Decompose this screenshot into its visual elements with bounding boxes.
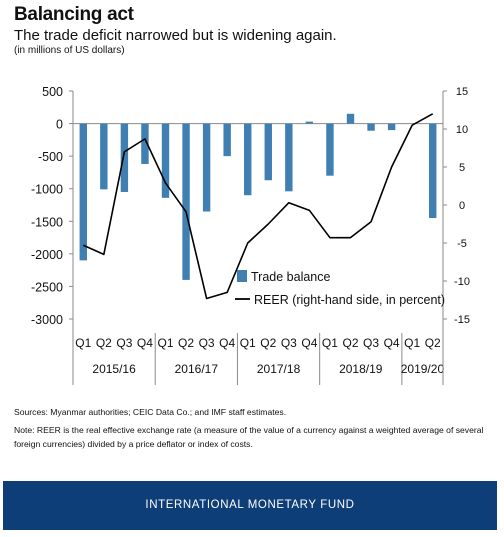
y-left-tick-label: -2000 — [31, 248, 63, 262]
x-tick-label: Q3 — [116, 336, 132, 350]
y-right-tick-label: 5 — [459, 162, 465, 174]
x-tick-label: Q2 — [260, 336, 276, 350]
trade-balance-bar — [367, 123, 375, 131]
trade-balance-bar — [387, 123, 396, 131]
x-year-label: 2016/17 — [175, 362, 219, 376]
trade-balance-bar — [79, 123, 87, 261]
trade-balance-bar — [202, 123, 211, 212]
x-tick-label: Q1 — [157, 336, 173, 350]
x-tick-label: Q2 — [342, 336, 358, 350]
trade-balance-bar — [264, 123, 272, 181]
x-tick-label: Q1 — [75, 336, 91, 350]
x-tick-label: Q2 — [96, 336, 112, 350]
y-right-tick-label: 10 — [456, 124, 468, 136]
y-right-tick-label: 0 — [459, 200, 465, 212]
y-left-tick-label: 0 — [56, 118, 63, 132]
x-tick-label: Q3 — [363, 336, 379, 350]
chart-title: Balancing act — [14, 4, 134, 25]
y-left-tick-label: -500 — [38, 150, 63, 164]
x-year-label: 2015/16 — [92, 362, 136, 376]
legend-bar-swatch — [237, 270, 247, 282]
x-tick-label: Q1 — [240, 336, 256, 350]
y-left-tick-label: -2500 — [31, 280, 63, 294]
x-tick-label: Q1 — [404, 336, 420, 350]
y-left-tick-label: -1000 — [31, 183, 63, 197]
trade-balance-bar — [100, 123, 108, 190]
x-tick-label: Q4 — [301, 336, 317, 350]
trade-balance-bar — [326, 123, 334, 176]
y-right-tick-label: 15 — [456, 86, 468, 98]
trade-balance-bar — [346, 113, 355, 124]
legend-bar-label: Trade balance — [251, 270, 330, 284]
x-tick-label: Q3 — [199, 336, 215, 350]
trade-balance-bar — [285, 123, 293, 192]
chart-subtitle: The trade deficit narrowed but is wideni… — [14, 27, 337, 44]
y-left-tick-label: -3000 — [31, 313, 63, 327]
y-right-tick-label: -5 — [457, 238, 467, 250]
x-year-label: 2018/19 — [339, 362, 383, 376]
x-year-label: 2017/18 — [257, 362, 301, 376]
x-tick-label: Q4 — [384, 336, 400, 350]
note-text: Note: REER is the real effective exchang… — [14, 425, 484, 449]
footer-banner: INTERNATIONAL MONETARY FUND — [3, 481, 497, 530]
y-right-tick-label: -10 — [454, 276, 470, 288]
x-tick-label: Q2 — [425, 336, 441, 350]
sources-text: Sources: Myanmar authorities; CEIC Data … — [14, 407, 287, 417]
trade-balance-bar — [182, 123, 190, 280]
trade-balance-bar — [305, 121, 314, 124]
y-left-tick-label: 500 — [42, 85, 63, 99]
trade-balance-bar — [120, 123, 129, 192]
x-tick-label: Q3 — [281, 336, 297, 350]
chart-area: 500 0 -500 -1000 -1500 -2000 -2500 -3000 15 10 5 0 -… — [31, 85, 470, 385]
trade-balance-bar — [141, 123, 149, 164]
x-tick-label: Q2 — [178, 336, 194, 350]
trade-balance-bar — [161, 123, 170, 198]
trade-balance-bar — [223, 123, 231, 157]
reer-line — [82, 113, 434, 300]
y-left-tick-label: -1500 — [31, 215, 63, 229]
x-year-label: 2019/20 — [401, 362, 445, 376]
x-tick-label: Q4 — [137, 336, 153, 350]
trade-balance-bar — [244, 123, 252, 196]
y-right-tick-label: -15 — [454, 314, 470, 326]
legend-line-label: REER (right-hand side, in percent) — [254, 293, 445, 307]
x-tick-label: Q1 — [322, 336, 338, 350]
units-label: (in millions of US dollars) — [14, 45, 125, 56]
trade-balance-bar — [429, 123, 437, 219]
x-tick-label: Q4 — [219, 336, 235, 350]
